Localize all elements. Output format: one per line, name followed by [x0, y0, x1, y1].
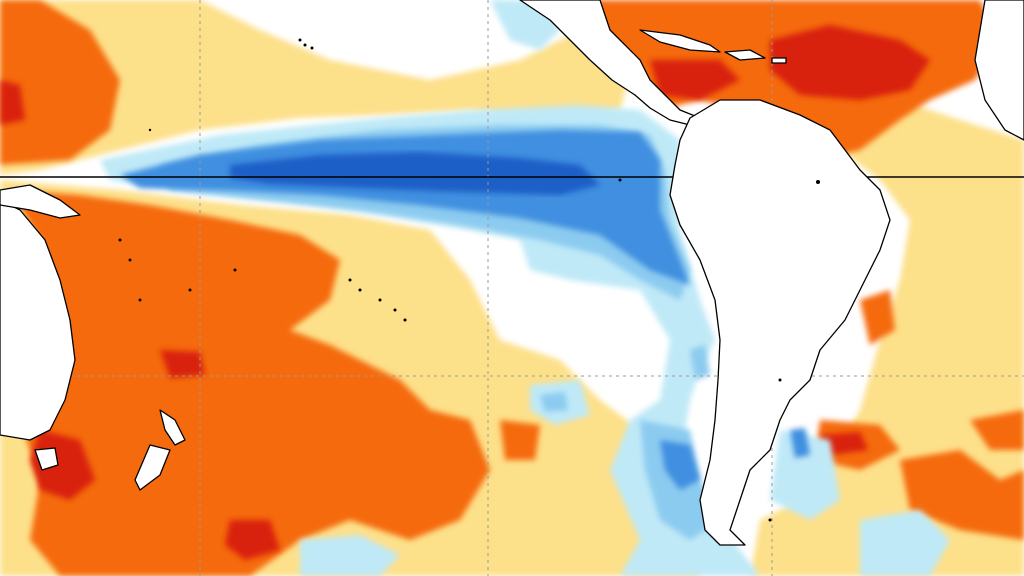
hispaniola-island [724, 49, 766, 61]
south-america-land [669, 99, 891, 546]
warm-anomaly-strong [0, 25, 930, 560]
pacific-islands [118, 38, 820, 522]
tasmania-island [34, 447, 59, 471]
africa-land [974, 0, 1024, 141]
australia-land [0, 199, 76, 441]
cuba-island [639, 29, 721, 53]
landmasses [0, 0, 1024, 546]
new-guinea-land [0, 184, 81, 219]
new-zealand-south-island [134, 444, 171, 491]
puerto-rico-island [771, 57, 787, 64]
new-zealand-north-island [159, 409, 186, 446]
